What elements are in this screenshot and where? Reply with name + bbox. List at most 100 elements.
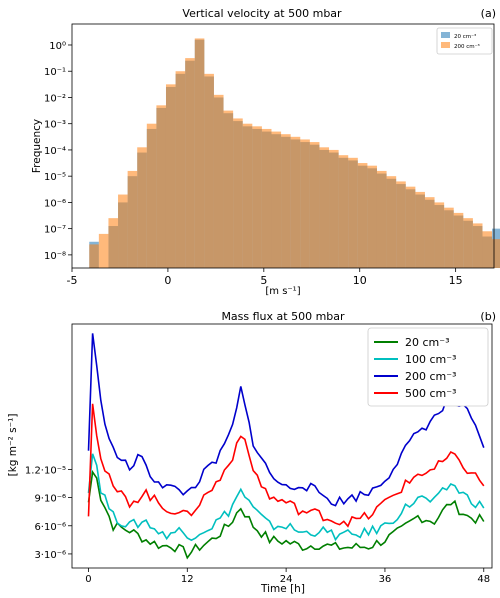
bar-200-38: [453, 212, 464, 268]
panel-a-y-label: Frequency: [31, 119, 43, 173]
panel-a: Vertical velocity at 500 mbar (a) -5 0 5 10…: [31, 7, 500, 297]
x-tick-label: 0: [164, 274, 171, 287]
y-tick-label: 9·10⁻⁶: [34, 494, 66, 505]
bar-200-17: [252, 126, 262, 269]
bar-200-9: [175, 71, 186, 269]
bar-200-16: [242, 123, 253, 269]
bar-200-8: [165, 84, 176, 268]
legend-label-20: 20 cm⁻³: [454, 33, 476, 40]
bar-200-30: [376, 170, 387, 268]
bar-200-31: [386, 176, 397, 268]
bar-200-33: [405, 186, 416, 268]
x-tick-label: -5: [67, 274, 78, 287]
bar-200-19: [271, 131, 282, 268]
bar-200-18: [261, 128, 272, 268]
series-line-20: [87, 469, 485, 560]
bar-200-29: [367, 165, 377, 268]
bar-200-40: [472, 223, 483, 268]
legend-label-200: 200 cm⁻³: [454, 43, 480, 50]
panel-b-legend: 20 cm⁻³ 100 cm⁻³ 200 cm⁻³ 500 cm⁻³: [367, 327, 489, 407]
panel-b-y-label: [kg m⁻² s⁻¹]: [7, 414, 19, 477]
bar-200-24: [319, 147, 330, 268]
bar-200-12: [204, 73, 214, 269]
bar-200-15: [233, 118, 243, 268]
y-tick-label: 10⁻¹: [44, 67, 66, 78]
x-tick-label: 12: [181, 574, 194, 585]
legend-label: 100 cm⁻³: [405, 353, 456, 366]
bar-200-35: [424, 197, 435, 268]
legend-label: 500 cm⁻³: [405, 387, 456, 400]
x-tick-label: 36: [379, 574, 392, 585]
panel-a-x-ticks: -5 0 5 10 15: [67, 268, 463, 287]
bar-200-20: [281, 134, 291, 268]
bar-200-10: [185, 58, 195, 268]
panel-b-label: (b): [480, 310, 496, 323]
panel-b-x-label: Time [h]: [260, 583, 305, 595]
bar-200-0: [89, 244, 99, 268]
y-tick-label: 6·10⁻⁶: [34, 522, 66, 533]
bar-200-21: [290, 136, 301, 268]
panel-b-frame: [71, 323, 493, 569]
panel-b: Mass flux at 500 mbar (b) 0 12 24 36 48 3·10…: [7, 310, 496, 595]
panel-a-label: (a): [481, 7, 496, 20]
panel-a-x-label: [m s⁻¹]: [265, 286, 300, 297]
x-tick-label: 10: [353, 274, 367, 287]
x-tick-label: 24: [280, 574, 293, 585]
bar-200-32: [396, 181, 406, 268]
series-line-200: [87, 333, 485, 507]
bar-200-34: [415, 191, 425, 268]
bar-200-27: [348, 157, 358, 268]
x-tick-label: 0: [85, 574, 91, 585]
panel-a-bars: [89, 38, 500, 269]
y-tick-label: 10⁻²: [44, 93, 66, 104]
legend-swatch-200: [441, 42, 450, 48]
y-tick-label: 10⁻⁵: [44, 172, 66, 183]
y-tick-label: 1.2·10⁻⁵: [25, 465, 66, 476]
y-tick-label: 3·10⁻⁶: [34, 550, 66, 561]
y-tick-label: 10⁻⁸: [44, 251, 66, 262]
bar-200-7: [156, 105, 166, 268]
bar-200-28: [357, 163, 368, 268]
bar-200-36: [434, 202, 445, 268]
bar-200-14: [223, 110, 234, 268]
bar-200-5: [137, 147, 147, 268]
legend-frame: [367, 327, 489, 407]
panel-b-title: Mass flux at 500 mbar: [221, 310, 345, 323]
bar-200-1: [98, 233, 109, 268]
panel-b-y-ticks: 3·10⁻⁶ 6·10⁻⁶ 9·10⁻⁶ 1.2·10⁻⁵: [25, 465, 72, 561]
bar-200-13: [213, 94, 224, 268]
panel-a-legend: 20 cm⁻³ 200 cm⁻³: [436, 27, 493, 55]
x-tick-label: 48: [477, 574, 490, 585]
legend-frame: [436, 27, 493, 55]
y-tick-label: 10⁰: [49, 41, 66, 52]
series-line-100: [87, 453, 485, 542]
bar-200-22: [300, 139, 310, 268]
panel-b-lines: [87, 333, 485, 560]
bar-200-25: [329, 149, 339, 268]
bar-200-37: [444, 207, 454, 268]
bar-200-39: [463, 218, 473, 268]
y-tick-label: 10⁻⁷: [44, 225, 66, 236]
series-line-500: [87, 403, 485, 528]
bar-200-4: [127, 170, 138, 268]
bar-200-3: [118, 194, 128, 268]
bar-200-26: [338, 155, 349, 268]
x-tick-label: 15: [449, 274, 463, 287]
bar-200-42: [492, 239, 500, 268]
bar-200-2: [108, 218, 119, 268]
panel-b-x-ticks: 0 12 24 36 48: [85, 568, 490, 585]
bar-200-23: [309, 142, 320, 268]
x-tick-label: 5: [260, 274, 267, 287]
bar-200-6: [146, 123, 157, 269]
y-tick-label: 10⁻⁶: [44, 198, 66, 209]
y-tick-label: 10⁻⁴: [44, 146, 66, 157]
legend-label: 200 cm⁻³: [405, 370, 456, 383]
bar-200-11: [194, 38, 205, 268]
legend-label: 20 cm⁻³: [405, 336, 449, 349]
panel-a-y-ticks: 10⁻⁸ 10⁻⁷ 10⁻⁶ 10⁻⁵ 10⁻⁴ 10⁻³ 10⁻² 10⁻¹ 10⁰: [44, 41, 72, 262]
panel-a-title: Vertical velocity at 500 mbar: [182, 7, 342, 20]
panel-a-frame: [71, 23, 495, 269]
y-tick-label: 10⁻³: [44, 120, 66, 131]
legend-swatch-20: [441, 32, 450, 38]
